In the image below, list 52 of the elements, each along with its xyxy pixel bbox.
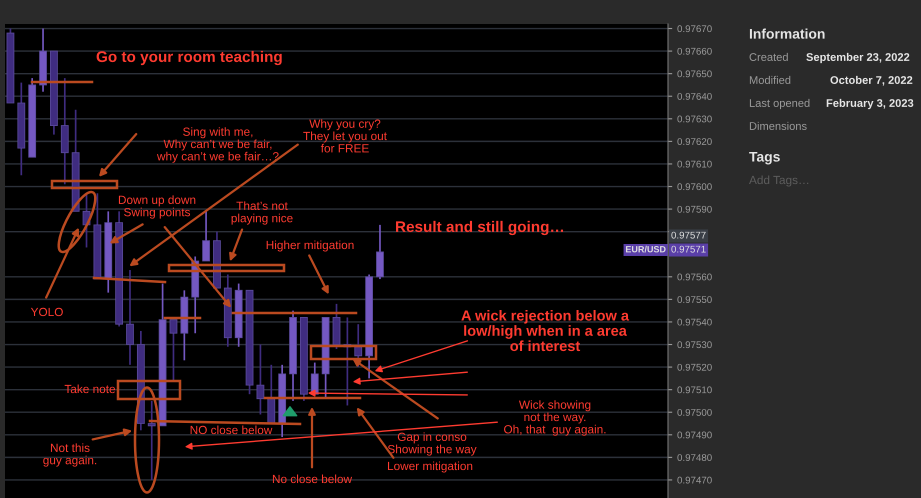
annotation: Down up down Swing points xyxy=(118,195,196,219)
y-tick-label: 0.97560 xyxy=(677,274,712,280)
annotation: A wick rejection below a low/high when in a area of interest xyxy=(461,310,630,352)
annotation: Gap in conso Showing the way xyxy=(388,432,477,456)
y-tick-label: 0.97550 xyxy=(677,296,712,303)
text: Created xyxy=(750,52,788,61)
y-tick-label: 0.97600 xyxy=(677,183,712,190)
y-tick-label: 0.97520 xyxy=(677,364,712,371)
y-tick-label: 0.97660 xyxy=(677,48,712,55)
candlestick xyxy=(148,400,156,481)
annotation: Higher mitigation xyxy=(266,240,354,252)
text: 0.97577 xyxy=(671,232,706,239)
y-tick-label: 0.97640 xyxy=(677,92,712,100)
annotation: YOLO xyxy=(30,308,63,316)
text: Dimensions xyxy=(750,122,807,130)
annotation: NO close below xyxy=(190,425,272,434)
text: Information xyxy=(750,28,825,39)
y-tick-label: 0.97630 xyxy=(677,116,712,122)
annotation: Sing with me, Why can’t we be fair, why can’t we be fair…? xyxy=(156,127,279,163)
candlestick xyxy=(256,344,264,416)
text: October 7, 2022 xyxy=(830,76,912,86)
candlestick xyxy=(202,210,210,262)
annotation: Not this guy again. xyxy=(43,443,96,467)
y-tick-label: 0.97470 xyxy=(677,476,712,484)
annotation: EUR/USD xyxy=(626,246,666,253)
annotation: Take note xyxy=(64,384,116,394)
text: Tags xyxy=(749,152,780,164)
text: February 3, 2023 xyxy=(826,98,914,110)
y-tick-label: 0.97490 xyxy=(677,432,712,438)
annotation: Why you cry? They let you out for FREE xyxy=(303,119,387,152)
y-tick-label: 0.97590 xyxy=(677,206,712,213)
y-tick-label: 0.97650 xyxy=(677,70,712,78)
annotation: That’s not playing nice xyxy=(232,201,293,225)
candlestick xyxy=(170,318,178,382)
annotation: Result and still going… xyxy=(396,220,564,236)
annotation: Lower mitigation xyxy=(388,461,472,473)
candlestick xyxy=(126,269,134,366)
y-tick-label: 0.97670 xyxy=(677,25,712,32)
text: 0.97571 xyxy=(671,246,706,253)
y-tick-label: 0.97540 xyxy=(677,318,712,326)
annotation: Go to your room teaching xyxy=(96,50,282,66)
y-tick-label: 0.97530 xyxy=(677,341,712,348)
y-tick-label: 0.97620 xyxy=(677,138,712,145)
text: Modified xyxy=(750,76,790,84)
y-tick-label: 0.97610 xyxy=(677,160,712,168)
annotation: Wick showing not the way. Oh, that guy again. xyxy=(504,400,606,436)
y-tick-label: 0.97480 xyxy=(677,454,712,461)
annotation: No close below xyxy=(272,474,352,484)
y-tick-label: 0.97510 xyxy=(677,386,712,394)
text: Last opened xyxy=(750,98,810,110)
text: September 23, 2022 xyxy=(806,52,910,64)
y-tick-label: 0.97500 xyxy=(677,408,712,416)
